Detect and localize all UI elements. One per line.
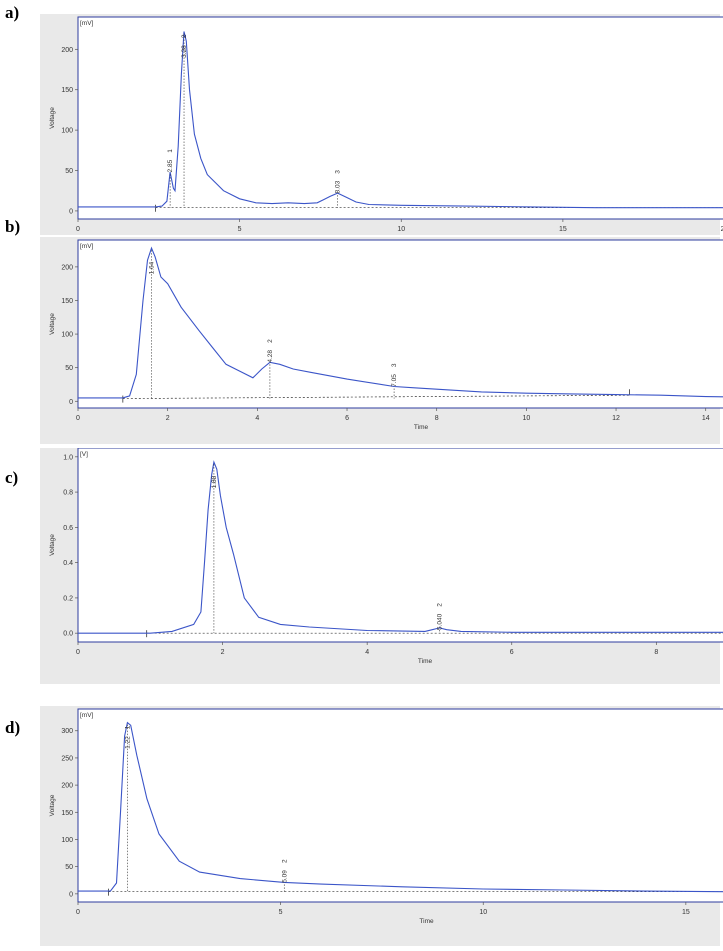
- peak-retention-label: 3.28: [181, 45, 188, 58]
- y-tick-label: 1.0: [63, 454, 73, 461]
- chromatogram-trace: [78, 246, 723, 399]
- x-tick-label: 20: [721, 226, 723, 233]
- x-tick-label: 2: [221, 649, 225, 656]
- y-tick-label: 200: [61, 783, 73, 790]
- panel-label: d): [5, 718, 21, 737]
- x-tick-label: 14: [702, 415, 710, 422]
- y-tick-label: 0.2: [63, 595, 73, 602]
- y-tick-label: 200: [61, 264, 73, 271]
- peak-retention-label: 5.09: [281, 870, 288, 883]
- y-tick-label: 250: [61, 755, 73, 762]
- y-axis-label: Voltage: [49, 794, 56, 816]
- peak-number-label: 3: [391, 363, 398, 367]
- chromatogram-chart: 05010015020005101520Time[min.][mV]Voltag…: [40, 14, 723, 242]
- peak-retention-label: 1.88: [211, 475, 218, 488]
- x-tick-label: 15: [559, 226, 567, 233]
- y-tick-label: 50: [65, 365, 73, 372]
- chromatogram-trace: [78, 721, 723, 893]
- x-tick-label: 4: [365, 649, 369, 656]
- peak-retention-label: 5.040: [436, 613, 443, 630]
- x-tick-label: 10: [479, 909, 487, 916]
- peak-retention-label: 4.28: [267, 350, 274, 363]
- y-axis-unit: [mV]: [80, 243, 94, 250]
- y-axis-unit: [mV]: [80, 20, 94, 27]
- chromatogram-panel-d: d) 050100150200250300051015Time[min.][mV…: [0, 700, 723, 946]
- panel-label: c): [5, 468, 19, 487]
- peak-number-label: 1: [124, 725, 131, 729]
- plot-area: [77, 708, 723, 903]
- panel-label: b): [5, 217, 21, 236]
- x-tick-label: 0: [76, 226, 80, 233]
- x-tick-label: 5: [238, 226, 242, 233]
- chromatogram-trace: [78, 31, 723, 209]
- peak-number-label: 2: [181, 34, 188, 38]
- y-tick-label: 0.8: [63, 490, 73, 497]
- y-tick-label: 200: [61, 47, 73, 54]
- x-axis-label: Time: [418, 658, 433, 665]
- y-tick-label: 0.0: [63, 631, 73, 638]
- peak-number-label: 2: [281, 859, 288, 863]
- peak-number-label: 1: [167, 149, 174, 153]
- panel-label: a): [5, 3, 20, 22]
- peak-retention-label: 2.85: [167, 159, 174, 172]
- x-tick-label: 0: [76, 649, 80, 656]
- y-tick-label: 0: [69, 891, 73, 898]
- peak-number-label: 2: [436, 603, 443, 607]
- plot-area: [77, 16, 723, 220]
- plot-area: [77, 239, 723, 409]
- x-tick-label: 15: [682, 909, 690, 916]
- y-tick-label: 50: [65, 168, 73, 175]
- peak-number-label: 3: [335, 170, 342, 174]
- y-tick-label: 0.4: [63, 560, 73, 567]
- y-axis-unit: [V]: [80, 451, 88, 458]
- y-tick-label: 100: [61, 332, 73, 339]
- y-tick-label: 150: [61, 810, 73, 817]
- x-axis-label: Time: [414, 424, 429, 431]
- y-tick-label: 150: [61, 298, 73, 305]
- x-tick-label: 0: [76, 909, 80, 916]
- x-tick-label: 8: [435, 415, 439, 422]
- y-tick-label: 100: [61, 837, 73, 844]
- peak-retention-label: 1.22: [124, 736, 131, 749]
- y-axis-label: Voltage: [49, 313, 56, 335]
- x-tick-label: 0: [76, 415, 80, 422]
- y-axis-label: Voltage: [49, 534, 56, 556]
- chromatogram-panel-c: c) 0.00.20.40.60.81.002468Time[min.][V]V…: [0, 447, 723, 685]
- x-axis-label: Time: [419, 918, 434, 925]
- chromatogram-trace: [78, 460, 723, 634]
- y-tick-label: 0: [69, 399, 73, 406]
- y-tick-label: 50: [65, 864, 73, 871]
- chromatogram-chart: 05010015020002468101214Time[min.][mV]Vol…: [40, 237, 723, 444]
- x-tick-label: 6: [345, 415, 349, 422]
- x-tick-label: 6: [510, 649, 514, 656]
- peak-retention-label: 8.03: [335, 180, 342, 193]
- y-tick-label: 0: [69, 208, 73, 215]
- y-tick-label: 150: [61, 87, 73, 94]
- chromatogram-panel-a: a) 05010015020005101520Time[min.][mV]Vol…: [0, 0, 723, 242]
- integration-baseline: [122, 394, 630, 399]
- y-tick-label: 300: [61, 728, 73, 735]
- x-tick-label: 10: [522, 415, 530, 422]
- y-axis-label: Voltage: [49, 107, 56, 129]
- chromatogram-chart: 0.00.20.40.60.81.002468Time[min.][V]Volt…: [40, 447, 723, 684]
- x-tick-label: 2: [166, 415, 170, 422]
- y-axis-unit: [mV]: [80, 712, 94, 719]
- peak-retention-label: 1.64: [149, 261, 156, 274]
- y-tick-label: 0.6: [63, 525, 73, 532]
- x-tick-label: 10: [397, 226, 405, 233]
- x-tick-label: 5: [279, 909, 283, 916]
- peak-retention-label: 7.05: [391, 374, 398, 387]
- x-tick-label: 8: [654, 649, 658, 656]
- peak-number-label: 2: [267, 339, 274, 343]
- y-tick-label: 100: [61, 128, 73, 135]
- chromatogram-panel-b: b) 05010015020002468101214Time[min.][mV]…: [0, 217, 723, 445]
- x-tick-label: 12: [612, 415, 620, 422]
- chromatogram-chart: 050100150200250300051015Time[min.][mV]Vo…: [40, 706, 723, 946]
- plot-area: [77, 447, 723, 643]
- x-tick-label: 4: [255, 415, 259, 422]
